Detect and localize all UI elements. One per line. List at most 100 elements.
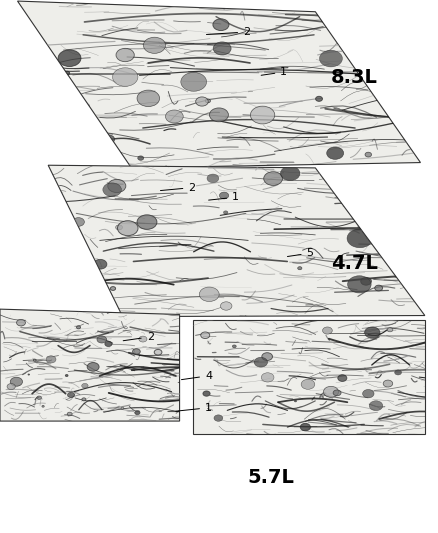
Ellipse shape — [383, 380, 393, 387]
Ellipse shape — [301, 379, 315, 389]
Ellipse shape — [77, 326, 81, 329]
Text: 5: 5 — [287, 248, 314, 258]
Ellipse shape — [108, 180, 126, 192]
Ellipse shape — [300, 423, 311, 431]
Ellipse shape — [117, 221, 138, 236]
Ellipse shape — [65, 375, 68, 376]
Ellipse shape — [365, 327, 380, 338]
Ellipse shape — [28, 374, 30, 375]
Ellipse shape — [207, 174, 219, 183]
Ellipse shape — [82, 398, 86, 401]
Text: 4: 4 — [181, 371, 212, 381]
Text: 1: 1 — [261, 67, 287, 77]
Ellipse shape — [203, 391, 210, 396]
Ellipse shape — [205, 99, 210, 103]
Ellipse shape — [154, 350, 162, 355]
Text: 1: 1 — [208, 192, 239, 202]
Ellipse shape — [46, 356, 56, 363]
Ellipse shape — [58, 50, 81, 67]
Ellipse shape — [251, 106, 275, 124]
Ellipse shape — [220, 302, 232, 310]
Ellipse shape — [348, 276, 371, 293]
Text: 2: 2 — [123, 332, 154, 342]
Ellipse shape — [280, 166, 300, 181]
Ellipse shape — [181, 72, 207, 91]
Ellipse shape — [137, 90, 159, 107]
Ellipse shape — [116, 225, 123, 230]
Ellipse shape — [166, 110, 183, 123]
Ellipse shape — [33, 359, 36, 361]
Ellipse shape — [82, 383, 88, 388]
Ellipse shape — [374, 13, 379, 17]
Ellipse shape — [199, 287, 219, 302]
Ellipse shape — [365, 152, 371, 157]
Text: 2: 2 — [206, 27, 250, 37]
Ellipse shape — [213, 19, 229, 30]
Ellipse shape — [133, 349, 140, 354]
Ellipse shape — [103, 183, 121, 197]
Polygon shape — [18, 1, 420, 168]
Text: 4.7L: 4.7L — [331, 254, 378, 273]
Ellipse shape — [333, 390, 341, 396]
Ellipse shape — [219, 192, 229, 199]
Ellipse shape — [116, 49, 134, 62]
Ellipse shape — [320, 396, 323, 399]
Ellipse shape — [209, 108, 229, 122]
Ellipse shape — [338, 375, 347, 382]
Text: 5.7L: 5.7L — [247, 467, 294, 487]
Ellipse shape — [137, 215, 157, 229]
Ellipse shape — [361, 277, 371, 285]
Ellipse shape — [369, 401, 383, 410]
Ellipse shape — [37, 396, 42, 399]
Ellipse shape — [262, 353, 272, 360]
Ellipse shape — [298, 266, 302, 270]
Ellipse shape — [347, 229, 373, 248]
Ellipse shape — [375, 285, 383, 291]
Text: 1: 1 — [176, 403, 212, 413]
Text: 8.3L: 8.3L — [331, 68, 378, 87]
Ellipse shape — [110, 287, 116, 290]
Ellipse shape — [387, 328, 393, 332]
Ellipse shape — [7, 384, 15, 390]
Ellipse shape — [121, 407, 124, 409]
Ellipse shape — [395, 370, 402, 375]
Ellipse shape — [138, 156, 144, 160]
Ellipse shape — [327, 147, 344, 159]
Ellipse shape — [67, 392, 74, 398]
Ellipse shape — [17, 319, 25, 326]
Polygon shape — [48, 165, 425, 317]
Ellipse shape — [261, 373, 274, 382]
Polygon shape — [193, 320, 425, 434]
Ellipse shape — [254, 357, 268, 367]
Ellipse shape — [113, 68, 138, 86]
Ellipse shape — [223, 211, 228, 214]
Ellipse shape — [67, 412, 72, 416]
Ellipse shape — [42, 406, 44, 407]
Ellipse shape — [363, 390, 374, 398]
Ellipse shape — [143, 37, 166, 53]
Ellipse shape — [10, 377, 22, 386]
Ellipse shape — [103, 135, 115, 143]
Ellipse shape — [87, 362, 99, 371]
Ellipse shape — [213, 42, 231, 55]
Ellipse shape — [374, 240, 389, 251]
Ellipse shape — [389, 83, 393, 86]
Ellipse shape — [233, 345, 236, 348]
Ellipse shape — [196, 97, 208, 106]
Ellipse shape — [94, 260, 107, 269]
Ellipse shape — [264, 172, 283, 185]
Ellipse shape — [319, 50, 343, 67]
Ellipse shape — [135, 411, 140, 415]
Ellipse shape — [323, 386, 339, 397]
Ellipse shape — [294, 400, 297, 402]
Ellipse shape — [322, 327, 332, 334]
Ellipse shape — [73, 217, 85, 227]
Text: 2: 2 — [160, 183, 195, 192]
Polygon shape — [0, 309, 180, 421]
Ellipse shape — [105, 341, 112, 346]
Ellipse shape — [139, 336, 147, 342]
Ellipse shape — [64, 71, 70, 75]
Ellipse shape — [214, 415, 223, 421]
Ellipse shape — [316, 96, 322, 101]
Ellipse shape — [97, 336, 106, 343]
